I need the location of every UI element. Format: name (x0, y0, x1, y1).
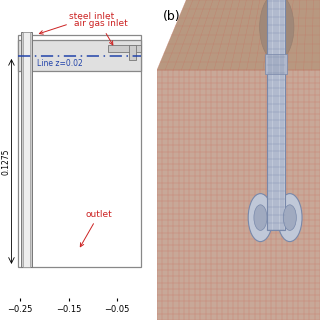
Bar (23, 32, 30, 267)
Text: Line z=0.02: Line z=0.02 (37, 59, 83, 68)
Bar (18, 40, 141, 71)
Bar (267, 0, 285, 230)
Bar (108, 45, 140, 52)
Circle shape (260, 0, 294, 61)
Text: outlet: outlet (80, 210, 112, 247)
Text: air gas inlet: air gas inlet (74, 20, 127, 45)
Bar (129, 45, 136, 60)
Text: 0.1275: 0.1275 (2, 148, 11, 175)
Circle shape (277, 194, 302, 242)
Bar (18, 35, 141, 267)
Circle shape (283, 205, 296, 230)
Bar (21, 32, 32, 267)
Polygon shape (157, 0, 320, 70)
Circle shape (254, 205, 267, 230)
Bar (157, 70, 320, 320)
Bar (265, 54, 287, 74)
Circle shape (248, 194, 273, 242)
Bar (260, 211, 290, 224)
Text: (b): (b) (163, 10, 181, 23)
Text: steel inlet: steel inlet (39, 12, 114, 34)
